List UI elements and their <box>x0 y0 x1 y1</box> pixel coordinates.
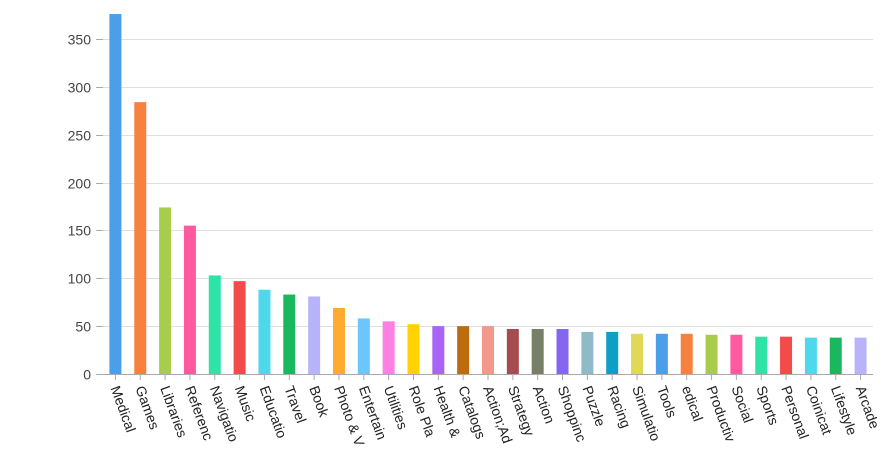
x-tick-label: edical <box>679 384 707 424</box>
bar-shoppinc[interactable] <box>556 329 569 374</box>
x-tick-label: Tools <box>654 384 680 420</box>
y-tick-label: 250 <box>68 128 92 144</box>
bar-puzzle[interactable] <box>581 331 594 374</box>
gridlines <box>103 39 873 327</box>
bar-edical[interactable] <box>680 333 693 374</box>
y-tick-label: 150 <box>68 223 92 239</box>
bar-action[interactable] <box>531 329 544 374</box>
bar-music[interactable] <box>233 281 246 374</box>
bar-tools[interactable] <box>655 333 668 374</box>
bar-navigatio[interactable] <box>208 275 221 374</box>
bar-lifestyle[interactable] <box>829 337 842 374</box>
bar-action-ad[interactable] <box>482 326 494 374</box>
bars <box>109 14 867 375</box>
y-axis: 0 50 100 150 200 250 300 350 <box>68 32 103 383</box>
bar-arcade[interactable] <box>854 337 867 374</box>
bar-entertain[interactable] <box>357 318 370 374</box>
bar-catalogs[interactable] <box>457 326 470 374</box>
bar-strategy[interactable] <box>506 329 519 374</box>
x-tick-label: Music <box>232 384 260 424</box>
bar-utilities[interactable] <box>382 321 395 374</box>
bar-role-pla[interactable] <box>407 324 420 374</box>
bar-coinicat[interactable] <box>804 337 817 374</box>
x-axis: MedicalGamesLibrariesReferencNavigatioMu… <box>108 374 883 449</box>
bar-racing[interactable] <box>606 331 619 374</box>
bar-games[interactable] <box>134 102 147 375</box>
bar-photo-v[interactable] <box>332 307 345 374</box>
bar-libraries[interactable] <box>159 207 172 374</box>
bar-social[interactable] <box>730 334 743 374</box>
bar-educatio[interactable] <box>258 289 271 374</box>
bar-personal[interactable] <box>780 336 793 374</box>
y-tick-label: 100 <box>68 271 92 287</box>
x-tick-label: Social <box>729 384 757 425</box>
bar-simulatio[interactable] <box>631 333 644 374</box>
x-tick-label: Sports <box>753 384 782 428</box>
y-tick-label: 350 <box>68 32 92 48</box>
bar-medical[interactable] <box>109 14 122 374</box>
bar-referenc[interactable] <box>183 225 196 374</box>
y-tick-label: 50 <box>75 319 91 335</box>
bar-sports[interactable] <box>755 336 768 374</box>
y-tick-label: 200 <box>68 176 92 192</box>
bar-travel[interactable] <box>283 294 296 374</box>
bar-productiv[interactable] <box>705 334 718 374</box>
x-tick-label: Book <box>306 384 332 420</box>
bar-health[interactable] <box>432 326 445 374</box>
bar-book[interactable] <box>308 296 321 374</box>
y-tick-label: 300 <box>68 80 92 96</box>
x-tick-label: Travel <box>281 384 309 426</box>
y-tick-label: 0 <box>83 367 91 383</box>
